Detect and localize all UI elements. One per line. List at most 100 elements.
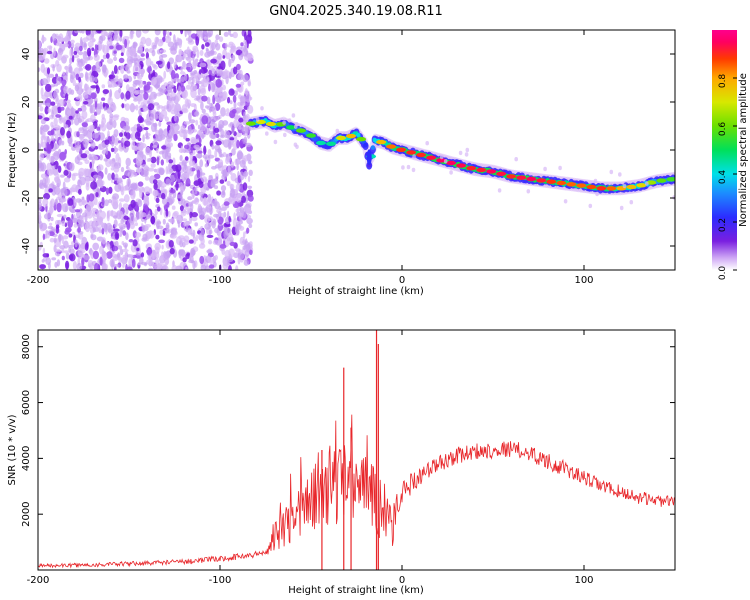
noise-speckle — [63, 124, 69, 129]
noise-speckle — [96, 215, 103, 225]
noise-speckle — [144, 262, 147, 267]
noise-speckle — [82, 212, 88, 218]
noise-speckle — [173, 61, 177, 69]
noise-speckle — [237, 123, 243, 127]
noise-speckle — [90, 233, 94, 239]
noise-speckle — [52, 168, 59, 176]
noise-speckle — [183, 130, 188, 140]
noise-speckle — [229, 236, 234, 243]
noise-speckle — [50, 121, 54, 128]
noise-speckle — [63, 169, 69, 176]
noise-speckle — [181, 218, 188, 222]
noise-speckle — [117, 245, 123, 250]
noise-speckle — [167, 31, 170, 39]
noise-speckle — [105, 52, 110, 59]
noise-speckle — [114, 138, 119, 146]
noise-speckle — [47, 216, 51, 222]
signal-peak — [536, 178, 547, 183]
noise-speckle — [242, 231, 246, 239]
noise-speckle — [196, 49, 200, 59]
noise-speckle — [242, 182, 248, 191]
noise-speckle — [74, 239, 78, 248]
signal-speckle — [401, 165, 405, 170]
noise-speckle — [120, 92, 125, 100]
noise-speckle — [70, 89, 75, 95]
noise-speckle — [171, 129, 175, 136]
noise-speckle — [181, 159, 187, 167]
noise-speckle — [172, 157, 176, 165]
noise-speckle — [208, 69, 212, 76]
signal-speckle — [514, 157, 518, 162]
noise-speckle — [192, 48, 197, 55]
noise-speckle — [80, 105, 87, 112]
noise-speckle — [238, 220, 243, 225]
noise-speckle — [81, 257, 85, 267]
noise-speckle — [199, 49, 204, 57]
signal-peak — [526, 176, 537, 182]
noise-speckle — [101, 64, 107, 73]
noise-speckle — [113, 56, 118, 61]
noise-speckle — [65, 252, 70, 260]
noise-speckle — [214, 227, 220, 234]
noise-speckle — [237, 73, 244, 81]
noise-speckle — [127, 177, 131, 186]
signal-peak — [266, 121, 276, 127]
noise-speckle — [110, 147, 115, 153]
noise-speckle — [74, 140, 77, 145]
noise-speckle — [157, 262, 162, 270]
noise-speckle — [65, 260, 70, 270]
noise-speckle — [216, 98, 222, 104]
noise-speckle — [202, 154, 210, 160]
noise-speckle — [246, 54, 252, 59]
noise-speckle — [223, 31, 229, 37]
noise-speckle — [105, 241, 110, 248]
noise-speckle — [124, 140, 131, 147]
noise-speckle — [243, 259, 249, 266]
noise-speckle — [206, 249, 212, 254]
noise-speckle — [112, 245, 119, 252]
noise-speckle — [201, 115, 209, 125]
noise-speckle — [58, 233, 62, 243]
noise-speckle — [169, 189, 176, 194]
signal-speckle — [543, 166, 547, 172]
noise-speckle — [189, 152, 194, 161]
noise-speckle — [210, 103, 214, 110]
colorbar-tick-label: 0.0 — [718, 266, 728, 281]
noise-speckle — [96, 188, 100, 193]
noise-speckle — [199, 159, 204, 168]
noise-speckle — [40, 173, 47, 179]
noise-speckle — [113, 264, 120, 268]
noise-speckle — [86, 194, 90, 203]
noise-speckle — [42, 253, 49, 258]
noise-speckle — [164, 138, 170, 147]
signal-speckle — [295, 144, 299, 149]
noise-speckle — [224, 43, 228, 48]
noise-speckle — [196, 30, 202, 35]
colorbar-tick-label: 0.4 — [718, 170, 728, 185]
noise-speckle — [190, 71, 196, 76]
signal-speckle — [588, 203, 593, 209]
noise-speckle — [56, 213, 64, 218]
noise-speckle — [45, 230, 51, 239]
noise-speckle — [97, 67, 101, 73]
signal-peak — [326, 141, 336, 146]
noise-speckle — [78, 84, 82, 91]
noise-speckle — [197, 73, 204, 79]
noise-speckle — [173, 87, 177, 94]
noise-speckle — [81, 196, 85, 200]
noise-speckle — [57, 165, 62, 173]
noise-speckle — [83, 144, 87, 148]
noise-speckle — [74, 156, 80, 165]
noise-speckle — [154, 122, 158, 132]
noise-speckle — [122, 125, 130, 131]
noise-speckle — [92, 227, 97, 233]
noise-speckle — [114, 148, 118, 153]
noise-speckle — [136, 247, 140, 252]
noise-speckle — [121, 175, 127, 180]
noise-speckle — [143, 98, 149, 106]
noise-speckle — [76, 210, 81, 219]
noise-speckle — [197, 88, 201, 96]
noise-speckle — [90, 92, 97, 100]
signal-dip — [366, 149, 372, 166]
noise-speckle — [243, 111, 246, 121]
